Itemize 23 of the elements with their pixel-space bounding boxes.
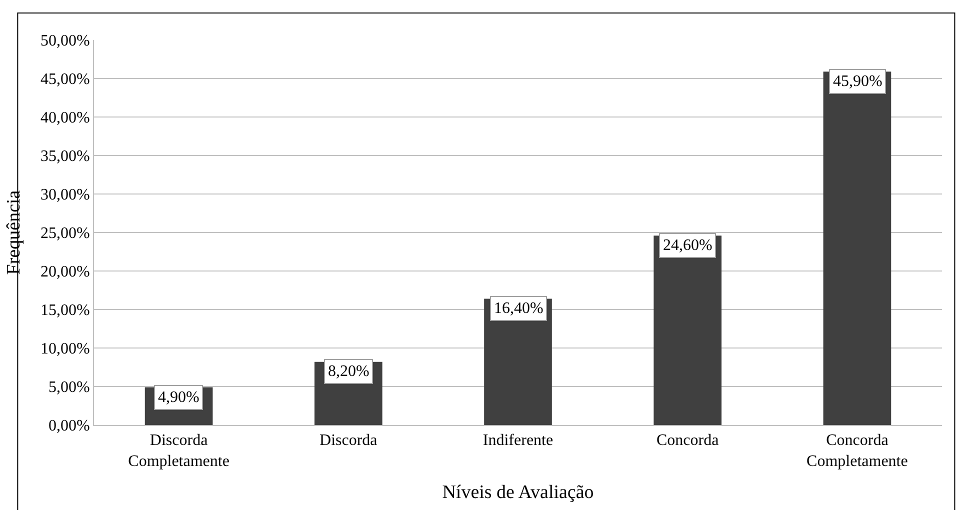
y-tick-label: 45,00% — [40, 71, 90, 88]
x-tick-label: Indiferente — [482, 432, 554, 450]
x-tick-label: Discorda Completamente — [128, 432, 230, 470]
data-label: 24,60% — [663, 237, 712, 254]
y-tick-label: 25,00% — [40, 225, 90, 242]
y-tick-label: 15,00% — [40, 302, 90, 320]
data-label: 45,90% — [833, 73, 882, 90]
y-tick-label: 50,00% — [40, 32, 90, 50]
x-axis-title: Níveis de Avaliação — [442, 482, 594, 503]
y-tick-label: 35,00% — [40, 148, 90, 166]
y-tick-label: 40,00% — [40, 110, 90, 127]
x-tick-label: Discorda — [320, 432, 378, 450]
data-label: 4,90% — [158, 389, 200, 406]
data-label: 16,40% — [494, 300, 544, 317]
y-tick-label: 20,00% — [40, 264, 90, 281]
data-label: 8,20% — [328, 363, 370, 380]
y-tick-label: 5,00% — [48, 379, 90, 396]
y-axis-title: Frequência — [3, 190, 24, 275]
y-tick-label: 0,00% — [48, 418, 90, 435]
x-tick-label: Concorda Completamente — [806, 432, 908, 470]
y-tick-label: 30,00% — [40, 186, 90, 204]
x-tick-label: Concorda — [656, 432, 719, 450]
y-tick-label: 10,00% — [40, 340, 90, 358]
